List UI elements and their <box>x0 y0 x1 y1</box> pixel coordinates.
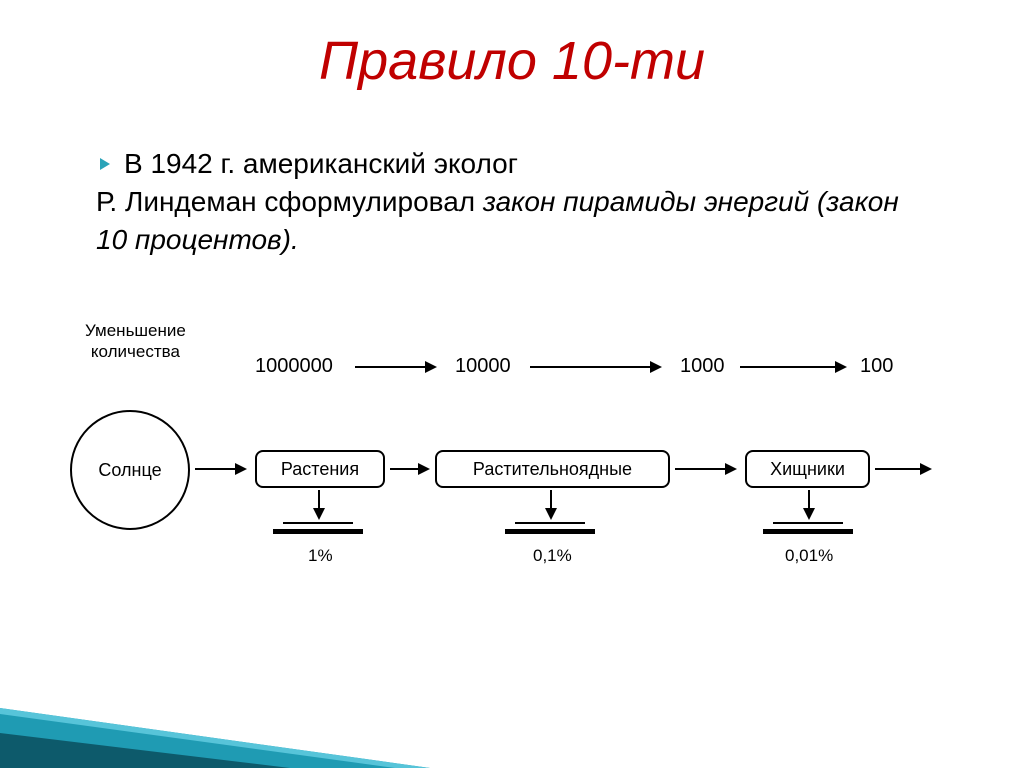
num-arrow-1 <box>530 366 660 368</box>
bullet-icon <box>100 158 110 170</box>
corner-decoration <box>0 648 430 768</box>
main-arrow-0 <box>195 468 245 470</box>
box-herbivores: Растительноядные <box>435 450 670 488</box>
ground-0-bot <box>273 529 363 534</box>
ground-1-bot <box>505 529 595 534</box>
pct-1: 0,1% <box>533 546 572 566</box>
slide-title: Правило 10-ти <box>0 0 1024 92</box>
reduce-label: Уменьшение количества <box>85 320 186 363</box>
main-arrow-1 <box>390 468 428 470</box>
box-plants: Растения <box>255 450 385 488</box>
pct-0: 1% <box>308 546 333 566</box>
main-arrow-2 <box>675 468 735 470</box>
sun-node: Солнце <box>70 410 190 530</box>
para-line2: Р. Линдеман сформулировал <box>96 186 483 217</box>
body-paragraph: В 1942 г. американский эколог Р. Линдема… <box>100 145 900 258</box>
main-arrow-3 <box>875 468 930 470</box>
down-arrow-1 <box>550 490 552 518</box>
energy-flow-diagram: Уменьшение количества 1000000 10000 1000… <box>60 310 960 570</box>
pct-2: 0,01% <box>785 546 833 566</box>
ground-2-top <box>773 522 843 524</box>
box-predators: Хищники <box>745 450 870 488</box>
num-arrow-0 <box>355 366 435 368</box>
num-0: 1000000 <box>255 355 333 378</box>
num-2: 1000 <box>680 355 725 378</box>
num-3: 100 <box>860 355 893 378</box>
num-arrow-2 <box>740 366 845 368</box>
num-1: 10000 <box>455 355 511 378</box>
down-arrow-0 <box>318 490 320 518</box>
down-arrow-2 <box>808 490 810 518</box>
ground-0-top <box>283 522 353 524</box>
ground-2-bot <box>763 529 853 534</box>
ground-1-top <box>515 522 585 524</box>
para-line1: В 1942 г. американский эколог <box>124 148 518 179</box>
